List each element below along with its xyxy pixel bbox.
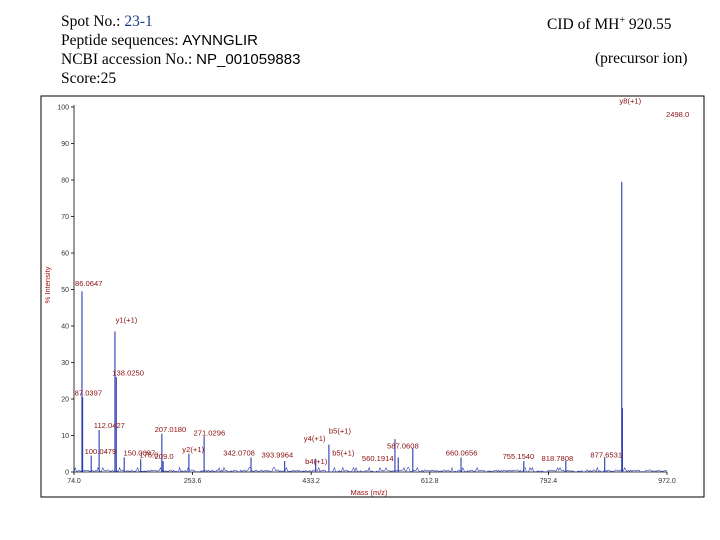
y-tick-label: 60 <box>61 251 69 258</box>
peptide-value: AYNNGLIR <box>182 32 258 49</box>
x-tick-label: 253.6 <box>184 478 202 485</box>
peak-label: 271.0296 <box>194 429 226 438</box>
y-ticks-group: 0 10 20 30 40 50 60 70 80 90 100 <box>57 105 74 477</box>
peak-label: 560.1914 <box>362 454 394 463</box>
peak-label: b4(+1) <box>305 457 328 466</box>
peak-label: 209.0 <box>155 452 174 461</box>
peak-label: 342.0708 <box>223 449 255 458</box>
accession-label: NCBI accession No.: <box>61 51 193 68</box>
y-tick-label: 50 <box>61 287 69 294</box>
peak-label: 877.6531 <box>590 450 622 459</box>
x-axis-title: Mass (m/z) <box>350 488 388 497</box>
peptide-row: Peptide sequences: AYNNGLIR <box>61 31 300 50</box>
y-tick-label: 0 <box>65 470 69 477</box>
y-tick-label: 90 <box>61 141 69 148</box>
max-intensity-label: 2498.0 <box>666 110 689 119</box>
accession-row: NCBI accession No.: NP_001059883 <box>61 50 300 69</box>
cid-value: 920.55 <box>628 16 672 33</box>
peak-label: 755.1540 <box>503 452 535 461</box>
precursor-note: (precursor ion) <box>595 50 688 67</box>
accession-value: NP_001059883 <box>196 51 301 68</box>
y-tick-label: 10 <box>61 433 69 440</box>
y-tick-label: 70 <box>61 214 69 221</box>
y-tick-label: 20 <box>61 397 69 404</box>
spectrum-info: Spot No.: 23-1 Peptide sequences: AYNNGL… <box>61 12 300 88</box>
cid-superscript: + <box>619 15 625 26</box>
peak-label: 150.0097 <box>124 449 156 458</box>
peak-labels-group: 86.0647 87.0397 112.0427 100.0479 y1(+1) 138.… <box>75 96 642 466</box>
peak-label: 87.0397 <box>75 388 102 397</box>
peak-label: y8(+1) <box>619 96 641 105</box>
y-tick-label: 40 <box>61 324 69 331</box>
peak-label: y1(+1) <box>116 315 138 324</box>
chart-frame <box>40 95 705 498</box>
peak-label: 112.0427 <box>94 421 125 430</box>
peak-label: y4(+1) <box>304 434 326 443</box>
peak-label: 175.0 <box>139 450 158 459</box>
x-tick-label: 972.0 <box>658 478 676 485</box>
x-ticks-group: 74.0 253.6 433.2 612.8 792.4 972.0 <box>67 472 676 485</box>
peptide-label: Peptide sequences: <box>61 32 179 49</box>
peaks-group <box>81 181 623 472</box>
peak-label: 587.0608 <box>387 441 419 450</box>
y-tick-label: 100 <box>57 105 69 112</box>
peak-label: 207.0180 <box>155 425 187 434</box>
peak-label: 393.9964 <box>262 450 294 459</box>
y-axis-title: % Intensity <box>43 266 52 303</box>
y-tick-label: 30 <box>61 360 69 367</box>
score-row: Score:25 <box>61 70 117 87</box>
x-tick-label: 612.8 <box>421 478 439 485</box>
peak-label: b5(+1) <box>329 427 352 436</box>
baseline-noise-trace <box>73 466 667 473</box>
x-tick-label: 792.4 <box>540 478 558 485</box>
spot-value: 23-1 <box>124 13 153 30</box>
cid-heading: CID of MH+ 920.55 <box>547 15 671 34</box>
y-tick-label: 80 <box>61 178 69 185</box>
spot-label: Spot No.: <box>61 13 121 30</box>
peak-label: b5(+1) <box>332 449 355 458</box>
spot-row: Spot No.: 23-1 <box>61 12 300 31</box>
peak-label: 660.0656 <box>446 449 478 458</box>
x-tick-label: 433.2 <box>302 478 320 485</box>
peak-label: y2(+1) <box>182 445 204 454</box>
peak-label: 818.7808 <box>542 454 574 463</box>
peak-label: 100.0479 <box>85 447 117 456</box>
peak-label: 86.0647 <box>75 279 102 288</box>
peak-label: 138.0250 <box>112 368 144 377</box>
x-tick-label: 74.0 <box>67 478 81 485</box>
cid-prefix: CID of MH <box>547 16 620 33</box>
